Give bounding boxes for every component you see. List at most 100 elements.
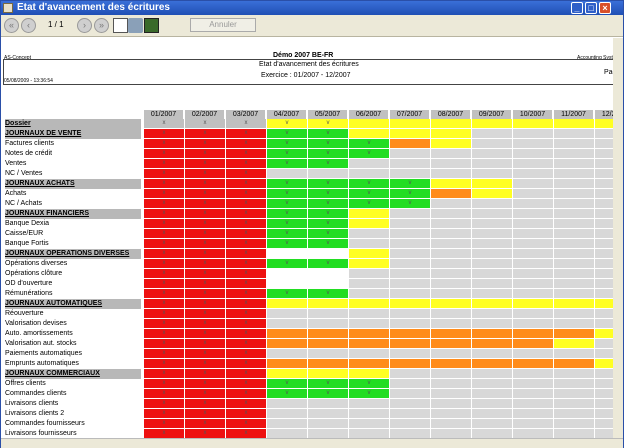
month-header: 08/2007 <box>431 110 471 119</box>
status-cell <box>431 199 471 208</box>
status-cell <box>472 399 512 408</box>
status-cell <box>513 279 553 288</box>
status-cell <box>595 329 623 338</box>
status-cell <box>472 419 512 428</box>
status-cell <box>554 319 594 328</box>
status-cell <box>595 289 623 298</box>
cancel-button[interactable]: Annuler <box>190 18 256 32</box>
status-cell: x <box>144 149 184 158</box>
status-cell <box>513 379 553 388</box>
status-cell <box>349 229 389 238</box>
status-cell <box>513 169 553 178</box>
journal-label: Rémunérations <box>5 290 53 297</box>
status-cell <box>349 239 389 248</box>
status-cell: x <box>226 129 266 138</box>
status-cell: x <box>185 139 225 148</box>
status-cell <box>390 429 430 438</box>
status-cell <box>513 329 553 338</box>
status-cell: x <box>144 389 184 398</box>
status-cell <box>595 379 623 388</box>
status-cell: x <box>185 119 225 128</box>
status-cell: v <box>267 379 307 388</box>
next-page-icon[interactable]: › <box>77 18 92 33</box>
status-cell <box>431 419 471 428</box>
status-cell: x <box>226 339 266 348</box>
status-cell <box>349 219 389 228</box>
status-cell <box>472 339 512 348</box>
status-cell: v <box>349 189 389 198</box>
horizontal-scrollbar[interactable] <box>1 438 623 448</box>
month-header: 06/2007 <box>349 110 389 119</box>
status-cell <box>513 239 553 248</box>
export-icon[interactable] <box>144 18 159 33</box>
status-cell <box>308 419 348 428</box>
journal-label: Opérations diverses <box>5 260 68 267</box>
status-cell <box>267 409 307 418</box>
zoom-icon[interactable] <box>113 18 128 33</box>
status-cell <box>595 279 623 288</box>
status-cell: v <box>267 229 307 238</box>
status-cell <box>431 409 471 418</box>
status-cell <box>554 279 594 288</box>
status-cell: x <box>185 129 225 138</box>
status-cell <box>390 269 430 278</box>
status-cell <box>554 179 594 188</box>
status-cell: x <box>144 159 184 168</box>
status-cell <box>349 119 389 128</box>
journal-label: Commandes fournisseurs <box>5 420 85 427</box>
status-cell: v <box>267 389 307 398</box>
maximize-button[interactable]: □ <box>585 2 597 14</box>
status-cell <box>595 219 623 228</box>
status-cell <box>472 169 512 178</box>
status-cell: v <box>267 289 307 298</box>
status-cell: x <box>226 409 266 418</box>
vertical-scrollbar[interactable] <box>613 38 623 438</box>
status-cell: x <box>144 399 184 408</box>
status-cell <box>472 209 512 218</box>
status-cell: x <box>226 199 266 208</box>
status-cell <box>349 369 389 378</box>
status-cell <box>472 129 512 138</box>
previous-page-icon[interactable]: ‹ <box>21 18 36 33</box>
status-cell <box>431 209 471 218</box>
status-cell <box>595 269 623 278</box>
status-cell <box>554 199 594 208</box>
status-cell: x <box>226 429 266 438</box>
status-cell <box>513 359 553 368</box>
status-cell: x <box>144 199 184 208</box>
status-cell <box>472 149 512 158</box>
status-cell: v <box>349 179 389 188</box>
last-page-icon[interactable]: » <box>94 18 109 33</box>
print-icon[interactable] <box>128 18 143 33</box>
status-cell <box>472 379 512 388</box>
minimize-button[interactable]: _ <box>571 2 583 14</box>
status-cell <box>390 299 430 308</box>
status-cell: v <box>308 259 348 268</box>
status-cell <box>554 169 594 178</box>
status-cell: x <box>185 409 225 418</box>
status-cell <box>472 159 512 168</box>
status-cell <box>390 419 430 428</box>
close-button[interactable]: × <box>599 2 611 14</box>
status-cell: v <box>308 189 348 198</box>
status-cell <box>431 239 471 248</box>
status-cell <box>431 219 471 228</box>
status-cell: x <box>185 429 225 438</box>
toolbar: « ‹ 1 / 1 › » Annuler <box>1 15 623 37</box>
status-cell: v <box>349 149 389 158</box>
journal-label: NC / Ventes <box>5 170 43 177</box>
status-cell <box>554 399 594 408</box>
status-cell <box>513 119 553 128</box>
status-cell <box>308 409 348 418</box>
journal-label: Livraisons clients <box>5 400 59 407</box>
first-page-icon[interactable]: « <box>4 18 19 33</box>
status-cell <box>513 259 553 268</box>
status-cell: v <box>349 389 389 398</box>
status-cell <box>390 339 430 348</box>
status-cell <box>431 329 471 338</box>
status-cell <box>349 359 389 368</box>
status-cell <box>513 409 553 418</box>
status-cell <box>349 169 389 178</box>
month-header: 11/2007 <box>554 110 594 119</box>
status-cell <box>349 339 389 348</box>
